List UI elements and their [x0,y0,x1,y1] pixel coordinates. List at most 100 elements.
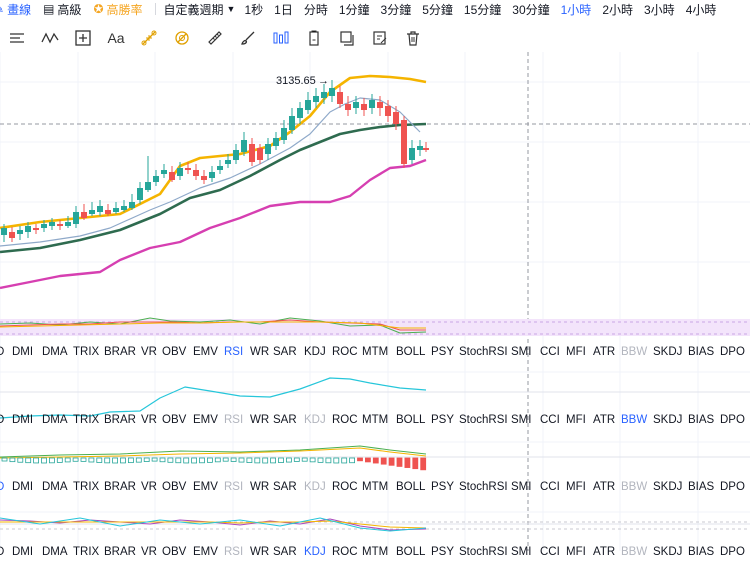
indicator-tab-atr[interactable]: ATR [593,481,616,493]
indicator-tab-dpo[interactable]: DPO [720,546,745,558]
indicator-tab-cci[interactable]: CCI [540,481,560,493]
indicator-tab-kdj[interactable]: KDJ [304,481,326,493]
indicator-tab-wr[interactable]: WR [250,414,270,426]
indicator-tab-boll[interactable]: BOLL [396,481,426,493]
clipboard-icon[interactable] [303,27,325,49]
indicator-tab-trix[interactable]: TRIX [73,346,100,358]
indicator-tab-sar[interactable]: SAR [273,481,297,493]
indicator-tab-emv[interactable]: EMV [193,414,218,426]
indicator-tab-brar[interactable]: BRAR [104,481,136,493]
indicator-tab-brar[interactable]: BRAR [104,414,136,426]
indicator-tab-wr[interactable]: WR [250,546,270,558]
bar-chart-icon[interactable] [270,27,292,49]
magnet-icon[interactable] [171,27,193,49]
indicator-tab-dpo[interactable]: DPO [720,346,745,358]
indicator-tab-wr[interactable]: WR [250,481,270,493]
draw-tool-button[interactable]: ✎ 畫線 [0,1,31,18]
indicator-tab-atr[interactable]: ATR [593,414,616,426]
indicator-tab-stochrsi[interactable]: StochRSI [459,414,508,426]
custom-period-dropdown[interactable]: 自定義週期 ▼ [164,1,236,18]
indicator-tab-emv[interactable]: EMV [193,481,218,493]
indicator-tab-skdj[interactable]: SKDJ [653,414,683,426]
indicator-tab-roc[interactable]: ROC [332,414,358,426]
indicator-tab-dpo[interactable]: DPO [720,414,745,426]
indicator-tab-roc[interactable]: ROC [332,546,358,558]
fibonacci-tool-icon[interactable] [138,27,160,49]
indicator-tab-skdj[interactable]: SKDJ [653,546,683,558]
indicator-tab-smi[interactable]: SMI [511,414,532,426]
indicator-tab-dmi[interactable]: DMI [12,346,34,358]
indicator-tab-dmi[interactable]: DMI [12,546,34,558]
brush-icon[interactable] [237,27,259,49]
timeframe-30m[interactable]: 30分鐘 [512,2,550,17]
indicator-tab-brar[interactable]: BRAR [104,546,136,558]
indicator-tab-psy[interactable]: PSY [431,546,455,558]
indicator-tab-d[interactable]: D [0,346,5,358]
timeframe-3h[interactable]: 3小時 [644,2,675,17]
indicator-tab-bias[interactable]: BIAS [688,346,715,358]
indicator-tab-emv[interactable]: EMV [193,546,218,558]
indicator-tab-skdj[interactable]: SKDJ [653,481,683,493]
indicator-tab-mtm[interactable]: MTM [362,546,389,558]
wave-pattern-icon[interactable] [39,27,61,49]
indicator-tab-roc[interactable]: ROC [332,346,358,358]
indicator-tab-rsi[interactable]: RSI [224,414,244,426]
indicator-tab-sar[interactable]: SAR [273,346,297,358]
indicator-tab-trix[interactable]: TRIX [73,546,100,558]
indicator-tab-obv[interactable]: OBV [162,414,187,426]
edit-note-icon[interactable] [369,27,391,49]
indicator-tab-bbw[interactable]: BBW [621,546,648,558]
indicator-tab-rsi[interactable]: RSI [224,481,244,493]
indicator-tab-boll[interactable]: BOLL [396,414,426,426]
timeframe-1m[interactable]: 1分鐘 [338,2,370,17]
indicator-tab-d[interactable]: D [0,414,5,426]
timeframe-4h[interactable]: 4小時 [685,2,717,17]
indicator-tab-sar[interactable]: SAR [273,414,297,426]
crosshair-box-icon[interactable] [72,27,94,49]
indicator-tab-emv[interactable]: EMV [193,346,218,358]
timeframe-1s[interactable]: 1秒 [244,2,264,17]
indicator-tab-d[interactable]: D [0,481,5,493]
indicator-tab-mtm[interactable]: MTM [362,481,389,493]
indicator-tab-atr[interactable]: ATR [593,346,616,358]
indicator-tab-cci[interactable]: CCI [540,346,560,358]
indicator-tab-psy[interactable]: PSY [431,346,455,358]
horizontal-lines-icon[interactable] [6,27,28,49]
indicator-tab-bbw[interactable]: BBW [621,346,648,358]
indicator-tab-smi[interactable]: SMI [511,346,532,358]
ruler-icon[interactable] [204,27,226,49]
indicator-tab-rsi[interactable]: RSI [224,546,244,558]
indicator-tab-bias[interactable]: BIAS [688,546,715,558]
indicator-tab-cci[interactable]: CCI [540,546,560,558]
indicator-tab-vr[interactable]: VR [141,346,157,358]
indicator-tab-stochrsi[interactable]: StochRSI [459,481,508,493]
indicator-tab-obv[interactable]: OBV [162,481,187,493]
indicator-tab-mfi[interactable]: MFI [566,546,586,558]
indicator-tab-kdj[interactable]: KDJ [304,546,326,558]
chart-area[interactable]: 3135.65 → D DMI DMA TRIX BRAR VR OBV EMV RSI WR SAR… [0,52,750,558]
text-tool-icon[interactable]: Aa [105,27,127,49]
timeframe-5m[interactable]: 5分鐘 [422,2,453,17]
indicator-tab-obv[interactable]: OBV [162,546,187,558]
indicator-tab-trix[interactable]: TRIX [73,481,100,493]
indicator-tab-mfi[interactable]: MFI [566,481,586,493]
indicator-tab-vr[interactable]: VR [141,481,157,493]
indicator-tab-psy[interactable]: PSY [431,414,455,426]
indicator-tab-psy[interactable]: PSY [431,481,455,493]
indicator-tab-roc[interactable]: ROC [332,481,358,493]
indicator-tab-vr[interactable]: VR [141,414,157,426]
indicator-tab-dpo[interactable]: DPO [720,481,745,493]
indicator-tab-smi[interactable]: SMI [511,481,532,493]
timeframe-15m[interactable]: 15分鐘 [463,2,502,17]
indicator-tab-dmi[interactable]: DMI [12,414,34,426]
indicator-tab-dma[interactable]: DMA [42,414,68,426]
timeframe-1d[interactable]: 1日 [274,2,293,17]
indicator-tab-smi[interactable]: SMI [511,546,532,558]
timeframe-intraday[interactable]: 分時 [303,2,328,17]
indicator-tab-mfi[interactable]: MFI [566,414,586,426]
indicator-tab-vr[interactable]: VR [141,546,157,558]
indicator-tab-boll[interactable]: BOLL [396,546,426,558]
price-chart[interactable]: 3135.65 → [0,52,750,551]
indicator-tab-skdj[interactable]: SKDJ [653,346,683,358]
indicator-tab-bbw[interactable]: BBW [621,481,648,493]
